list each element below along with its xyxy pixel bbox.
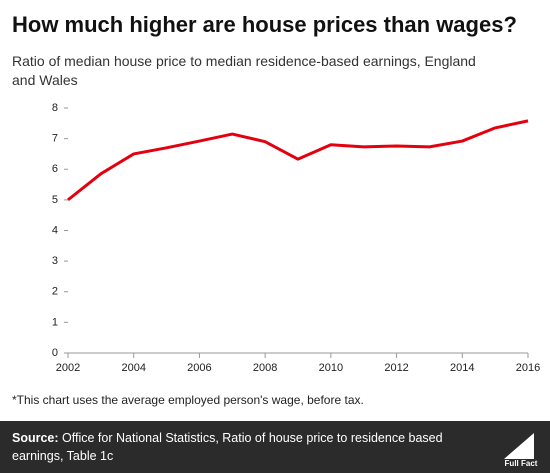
y-tick-label: 0: [52, 347, 58, 359]
x-tick-label: 2010: [319, 362, 343, 374]
y-tick-label: 6: [52, 163, 58, 175]
x-tick-label: 2004: [121, 362, 145, 374]
source: Source: Office for National Statistics, …: [12, 429, 462, 465]
line: [67, 119, 529, 202]
x-tick-label: 2014: [450, 362, 474, 374]
footnote: *This chart uses the average employed pe…: [12, 393, 364, 407]
y-tick-label: 7: [52, 133, 58, 145]
x-tick-label: 2006: [187, 362, 211, 374]
chart-title: How much higher are house prices than wa…: [12, 12, 517, 37]
chart-subtitle: Ratio of median house price to median re…: [12, 53, 476, 88]
source-label: Source:: [12, 431, 59, 445]
y-tick-label: 8: [52, 102, 58, 114]
x-tick-label: 2016: [516, 362, 540, 374]
x-tick-label: 2002: [56, 362, 80, 374]
x-tick-label: 2008: [253, 362, 277, 374]
y-tick-label: 5: [52, 194, 58, 206]
y-tick-label: 2: [52, 286, 58, 298]
logo-text: Full Fact: [505, 459, 538, 468]
logo-shape: [504, 433, 534, 459]
chart: 0 1 2 3 4 5 6 7 8 2002 2004 2006 2008 2010 2012 2014 201…: [52, 102, 540, 374]
y-tick-label: 4: [52, 224, 58, 236]
footer: Source: Office for National Statistics, …: [0, 421, 550, 473]
y-tick-label: 3: [52, 255, 58, 267]
logo: Full Fact: [504, 433, 538, 468]
y-tick-label: 1: [52, 316, 58, 328]
x-tick-label: 2012: [384, 362, 408, 374]
source-text: Office for National Statistics, Ratio of…: [12, 431, 443, 463]
